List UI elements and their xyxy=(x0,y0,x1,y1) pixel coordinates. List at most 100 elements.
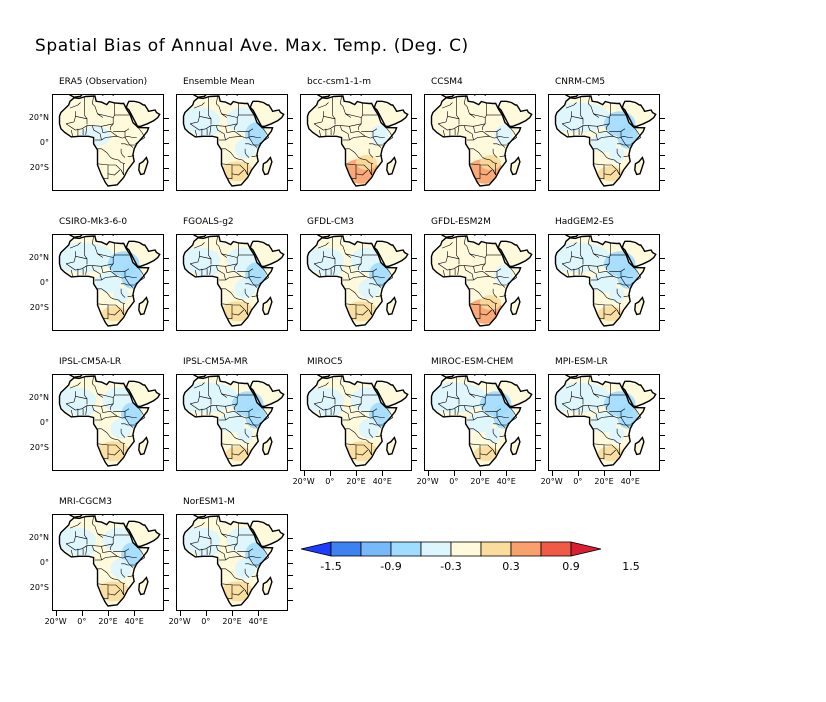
country-border xyxy=(101,266,137,279)
country-border xyxy=(84,97,88,119)
country-border xyxy=(620,277,630,288)
country-border xyxy=(226,453,233,460)
axis-tick xyxy=(288,167,293,169)
africa-map xyxy=(306,375,409,467)
axis-tick xyxy=(288,397,293,399)
country-border xyxy=(259,267,270,285)
axis-tick xyxy=(164,562,169,564)
panel-title: CNRM-CM5 xyxy=(555,77,606,87)
country-border xyxy=(631,127,642,145)
country-border xyxy=(507,127,518,145)
axis-tick xyxy=(205,611,207,616)
axis-tick xyxy=(536,320,541,321)
axis-tick xyxy=(288,422,293,424)
country-border xyxy=(372,137,382,148)
country-border xyxy=(609,268,626,272)
axis-tick xyxy=(288,117,293,119)
country-border xyxy=(71,129,73,137)
country-border xyxy=(251,435,259,437)
latitude-label: 20°S xyxy=(29,302,49,312)
panel-title: MIROC5 xyxy=(307,357,343,367)
country-border xyxy=(85,405,88,415)
axis-tick xyxy=(577,471,579,476)
coastline xyxy=(373,240,409,267)
country-border xyxy=(323,116,336,125)
country-border xyxy=(593,148,607,158)
country-border xyxy=(443,269,445,277)
country-border xyxy=(345,428,359,438)
country-border xyxy=(447,116,460,125)
country-border xyxy=(617,143,632,146)
axis-tick xyxy=(536,307,541,309)
country-border xyxy=(355,445,369,456)
country-border xyxy=(355,305,369,316)
bias-region xyxy=(113,287,129,303)
country-border xyxy=(473,136,490,141)
coastline xyxy=(430,95,522,187)
country-border xyxy=(603,165,617,176)
country-border xyxy=(606,437,622,445)
coastline xyxy=(58,515,150,607)
country-border xyxy=(92,405,102,421)
axis-tick xyxy=(660,180,665,181)
country-border xyxy=(120,148,126,158)
country-border xyxy=(120,583,124,596)
country-border xyxy=(473,276,490,281)
bias-region xyxy=(234,558,256,579)
axis-tick xyxy=(288,130,293,131)
bias-region xyxy=(466,412,494,433)
axis-tick xyxy=(164,460,169,461)
axis-tick xyxy=(164,282,169,284)
axis-tick xyxy=(412,422,417,424)
country-border xyxy=(492,303,496,316)
africa-map xyxy=(554,95,657,187)
country-border xyxy=(593,393,610,398)
country-border xyxy=(110,157,126,165)
axis-tick xyxy=(536,257,541,259)
axis-tick xyxy=(164,587,169,589)
axis-tick xyxy=(453,471,455,476)
country-border xyxy=(209,125,212,135)
axis-tick xyxy=(536,295,541,296)
country-border xyxy=(631,407,642,425)
country-border xyxy=(499,155,507,157)
axis-tick xyxy=(108,611,109,616)
panel-title: IPSL-CM5A-LR xyxy=(59,357,122,367)
country-border xyxy=(457,405,460,415)
africa-map xyxy=(430,95,533,187)
bias-region xyxy=(192,123,219,137)
country-border xyxy=(581,265,584,275)
country-border xyxy=(457,125,460,135)
country-border xyxy=(69,242,81,249)
country-border xyxy=(340,405,350,421)
country-border xyxy=(102,593,109,600)
country-border xyxy=(355,165,369,176)
country-border xyxy=(193,102,205,109)
country-border xyxy=(244,148,250,158)
country-border xyxy=(244,303,248,316)
country-border xyxy=(349,126,385,139)
bias-region xyxy=(617,123,639,149)
coastline xyxy=(138,436,149,456)
country-border xyxy=(237,548,254,552)
country-border xyxy=(492,443,496,456)
bias-region xyxy=(121,263,143,289)
country-border xyxy=(190,391,200,405)
country-border xyxy=(332,97,336,119)
country-border xyxy=(124,277,134,288)
coastline xyxy=(386,296,397,316)
axis-tick xyxy=(288,600,293,601)
axis-tick xyxy=(660,410,665,411)
country-border xyxy=(587,96,599,118)
country-border xyxy=(112,523,115,538)
country-border xyxy=(623,435,631,437)
country-border xyxy=(350,173,357,180)
country-border xyxy=(127,155,135,157)
country-border xyxy=(603,445,617,456)
country-border xyxy=(107,305,121,316)
axis-tick xyxy=(412,130,417,131)
country-border xyxy=(97,253,114,258)
axis-tick xyxy=(506,471,508,476)
country-border xyxy=(603,305,617,316)
country-border xyxy=(127,295,135,297)
